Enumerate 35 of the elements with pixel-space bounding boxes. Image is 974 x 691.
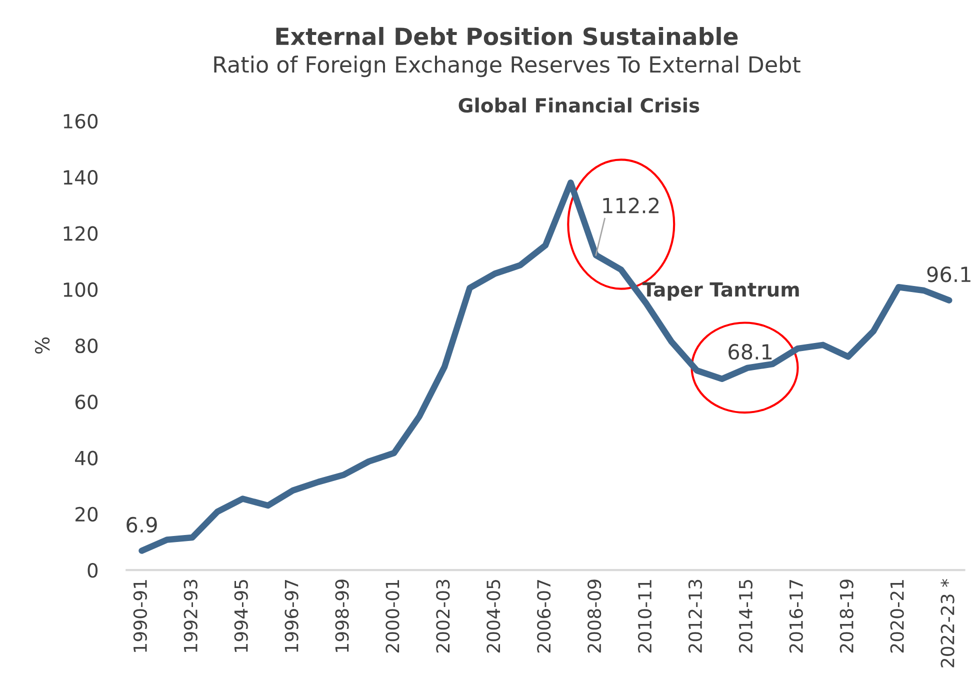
- x-tick-label: 2016-17: [789, 580, 803, 653]
- y-tick-label: 40: [75, 450, 98, 466]
- y-tick-label: 140: [64, 170, 98, 185]
- x-tick-label: 2000-01: [386, 580, 400, 653]
- x-tick-label: 2008-09: [587, 580, 602, 653]
- annotation: Taper Tantrum: [642, 282, 799, 301]
- x-tick-label: 2012-13: [688, 580, 702, 653]
- y-axis-title: %: [34, 337, 50, 354]
- data-label: 6.9: [126, 516, 157, 533]
- x-tick-label: 2006-07: [537, 580, 551, 653]
- y-tick-label: 0: [88, 563, 98, 578]
- y-tick-label: 60: [75, 394, 98, 410]
- y-tick-label: 20: [76, 506, 98, 522]
- x-tick-label: 2018-19: [840, 580, 854, 653]
- text: Global Financial Crisis: [458, 98, 700, 113]
- y-tick-label: 100: [64, 282, 98, 298]
- y-tick-label: 80: [75, 338, 98, 354]
- y-tick-label: 160: [64, 114, 98, 129]
- x-tick-label: 1998-99: [335, 580, 349, 652]
- x-tick-label: 2020-21: [890, 580, 904, 653]
- data-label: 68.1: [728, 344, 772, 360]
- x-tick-label: 2010-11: [638, 580, 652, 653]
- x-tick-label: 1996-97: [284, 580, 298, 652]
- chart-title: External Debt Position Sustainable: [276, 26, 738, 46]
- x-tick-label: 1990-91: [133, 580, 147, 652]
- data-label: 112.2: [603, 198, 658, 214]
- x-tick-label: 2014-15: [738, 580, 753, 653]
- y-tick-label: 120: [64, 226, 98, 241]
- x-tick-label: 2002-03: [436, 580, 450, 653]
- x-tick-label: 2004-05: [486, 580, 500, 653]
- x-tick-label: 1992-93: [184, 580, 198, 652]
- chart-subtitle: Ratio of Foreign Exchange Reserves To External Debt: [214, 56, 800, 78]
- x-tick-label: 2022-23 *: [940, 578, 954, 668]
- data-label: 96.1: [927, 266, 970, 282]
- x-tick-label: 1994-95: [234, 580, 248, 652]
